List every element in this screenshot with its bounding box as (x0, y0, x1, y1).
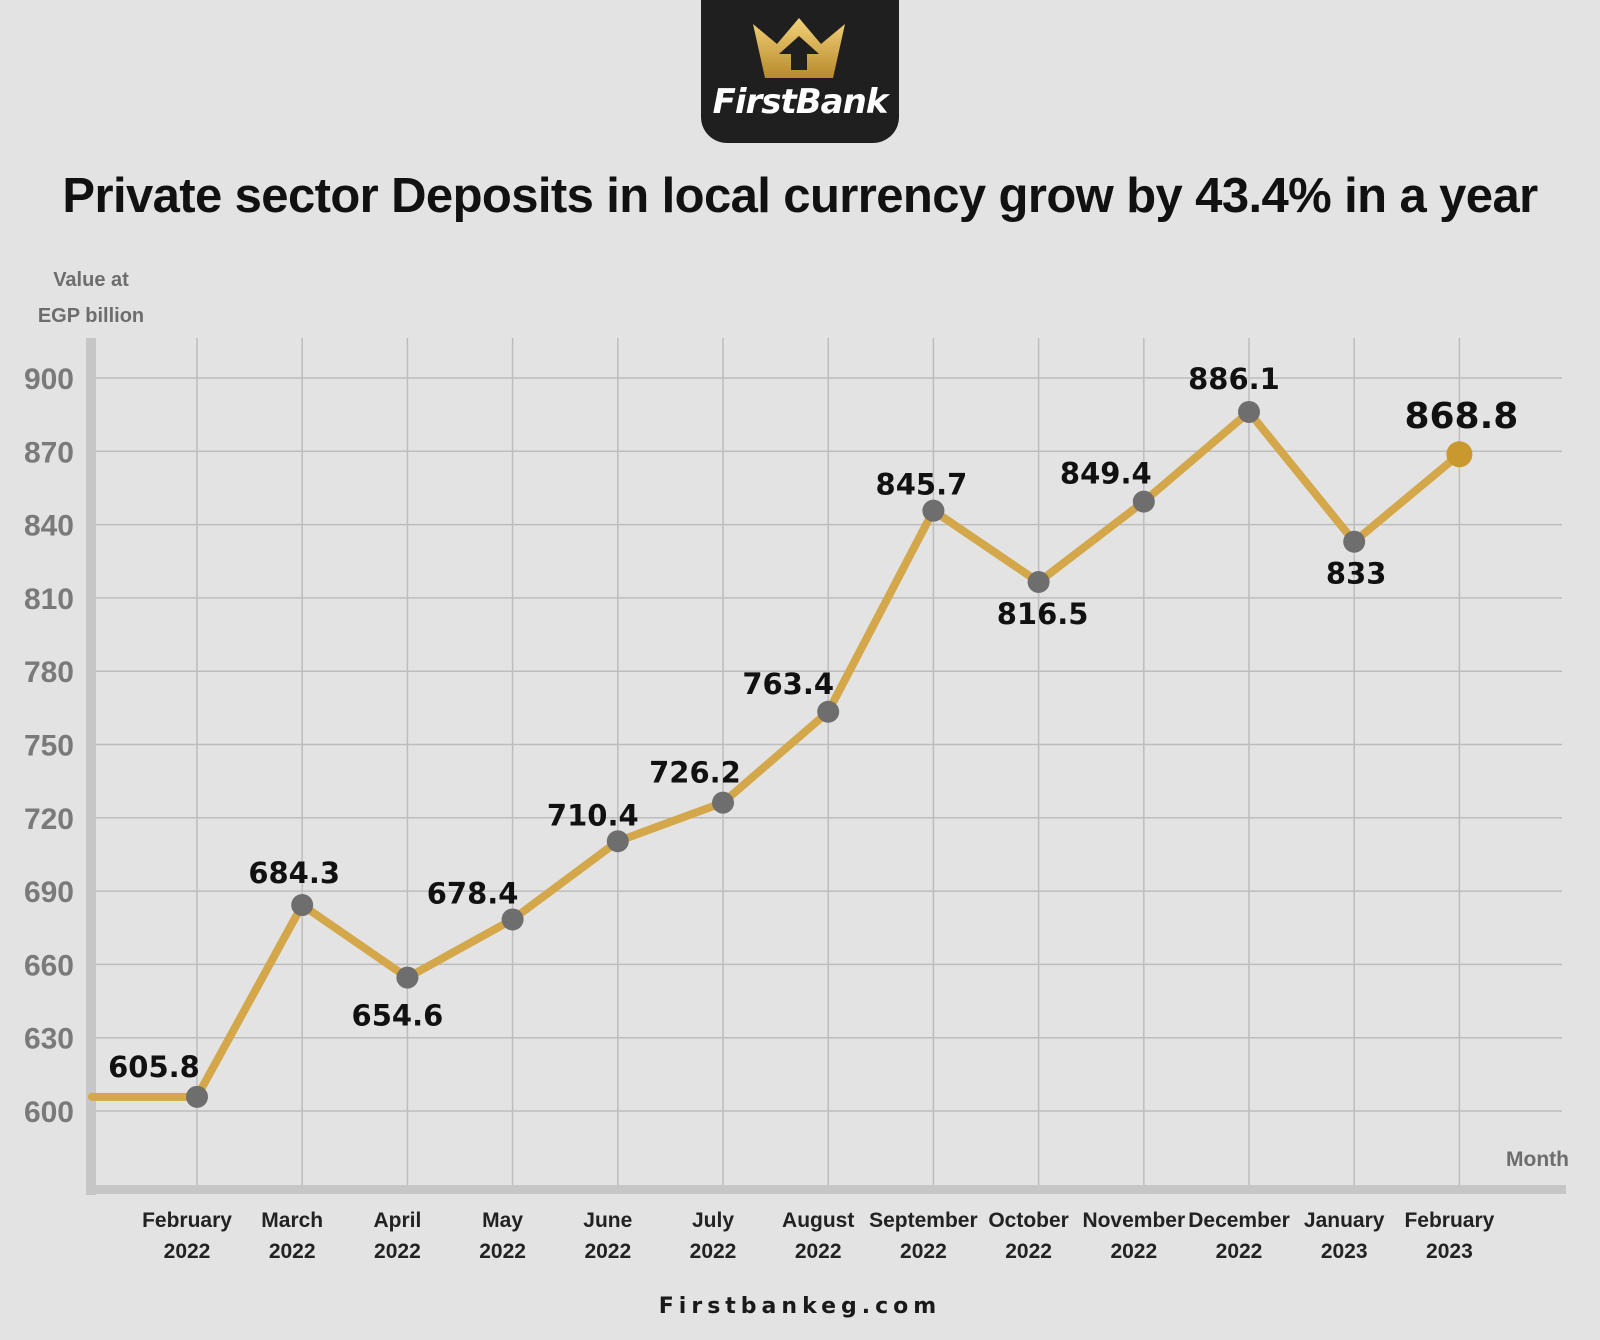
data-point (1132, 490, 1155, 513)
x-tick-label-month: November (1082, 1209, 1185, 1232)
data-label: 654.6 (352, 999, 444, 1033)
data-point (186, 1085, 208, 1108)
x-tick-label-month: June (583, 1209, 632, 1232)
logo-wordmark: FirstBank (712, 82, 889, 122)
x-tick-label-month: May (482, 1209, 523, 1232)
data-point (291, 894, 314, 917)
y-tick-label: 660 (24, 949, 74, 982)
x-tick-label-month: September (869, 1209, 978, 1232)
y-tick-label: 840 (24, 510, 74, 543)
y-axis (86, 338, 96, 1195)
data-point (922, 499, 945, 522)
y-tick-label: 720 (24, 803, 74, 836)
data-label: 833 (1326, 557, 1387, 591)
y-tick-label: 690 (24, 876, 74, 909)
data-point (817, 700, 840, 723)
data-label: 684.3 (248, 856, 340, 890)
y-axis-label-line2: EGP billion (37, 305, 145, 327)
x-tick-label-month: December (1188, 1209, 1290, 1232)
x-tick-label-year: 2022 (374, 1240, 421, 1263)
x-tick-label-month: July (692, 1209, 734, 1232)
x-tick-label-month: March (261, 1209, 323, 1232)
firstbank-logo: FirstBank (701, 0, 899, 143)
data-label: 886.1 (1188, 362, 1280, 396)
data-label: 763.4 (742, 667, 834, 701)
y-axis-label: Value at EGP billion (30, 262, 152, 334)
x-tick-label-year: 2022 (795, 1240, 842, 1263)
footer-url: Firstbankeg.com (658, 1294, 942, 1319)
data-point (1238, 400, 1260, 423)
y-tick-label: 870 (24, 436, 74, 469)
data-point (1343, 530, 1366, 553)
x-tick-label-year: 2022 (1216, 1240, 1263, 1263)
data-point (1446, 441, 1473, 468)
x-tick-label-month: April (373, 1209, 421, 1232)
y-tick-label: 900 (24, 363, 74, 396)
data-point (712, 791, 734, 814)
x-tick-label-year: 2022 (584, 1240, 631, 1263)
data-label: 849.4 (1060, 457, 1152, 491)
data-label: 710.4 (547, 798, 639, 832)
crown-icon (753, 18, 845, 78)
x-tick-label-month: October (988, 1209, 1069, 1232)
x-axis (86, 1185, 1566, 1194)
x-tick-label-year: 2022 (269, 1240, 316, 1263)
x-tick-label-year: 2023 (1321, 1240, 1368, 1263)
y-tick-label: 780 (24, 656, 74, 689)
chart-title: Private sector Deposits in local currenc… (62, 169, 1538, 223)
data-label: 726.2 (649, 756, 741, 790)
x-tick-label-year: 2023 (1426, 1240, 1473, 1263)
x-tick-label-year: 2022 (164, 1240, 211, 1263)
data-label: 816.5 (997, 597, 1089, 631)
data-point (501, 908, 524, 931)
y-tick-label: 630 (24, 1023, 74, 1056)
y-tick-label: 810 (24, 583, 74, 616)
x-axis-label: Month (1506, 1148, 1569, 1171)
y-tick-label: 600 (24, 1096, 74, 1129)
x-tick-label-year: 2022 (900, 1240, 947, 1263)
x-tick-label-month: February (1404, 1209, 1494, 1232)
x-tick-label-year: 2022 (479, 1240, 526, 1263)
data-label: 868.8 (1404, 396, 1518, 437)
data-point (606, 830, 629, 853)
series-line (88, 407, 1464, 1101)
data-label: 845.7 (876, 468, 968, 502)
y-axis-label-line1: Value at (53, 269, 129, 291)
data-point (396, 966, 419, 989)
x-tick-label-month: January (1304, 1209, 1385, 1232)
x-tick-label-year: 2022 (1005, 1240, 1052, 1263)
y-tick-label: 750 (24, 730, 74, 763)
x-tick-label-year: 2022 (1110, 1240, 1157, 1263)
data-label: 605.8 (108, 1050, 200, 1084)
x-tick-label-month: February (142, 1209, 232, 1232)
data-point (1027, 571, 1050, 594)
x-tick-label-month: August (782, 1209, 854, 1232)
data-label: 678.4 (427, 876, 519, 910)
x-tick-label-year: 2022 (690, 1240, 737, 1263)
